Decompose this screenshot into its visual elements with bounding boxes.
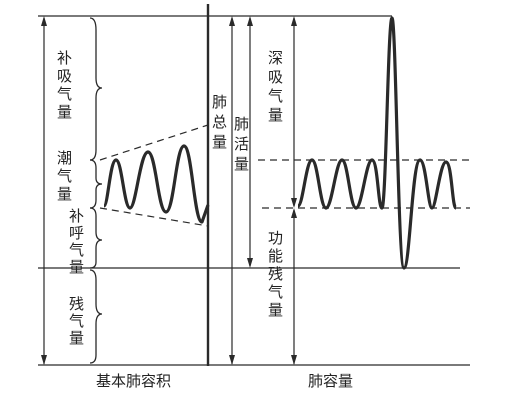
brace-inspiratory-reserve — [89, 17, 103, 161]
left-envelope-upper — [99, 124, 209, 161]
right-breathing-waveform — [296, 16, 458, 270]
left-total-arrow-head-bottom — [41, 355, 47, 365]
brace-tidal — [89, 159, 103, 209]
left-total-arrow-head-top — [41, 16, 47, 26]
label-functional-residual: 功能残气量 — [266, 230, 284, 320]
label-residual: 残气量 — [67, 296, 85, 347]
brace-residual — [89, 269, 103, 364]
vital-capacity-arrow-head-bottom — [247, 258, 253, 268]
label-inspiratory-capacity: 深吸气量 — [266, 50, 284, 126]
vital-capacity-arrow-head-top — [247, 16, 253, 26]
frc-arrow-head-top — [291, 208, 297, 218]
label-tidal: 潮气量 — [55, 150, 73, 204]
total-capacity-arrow-head-bottom — [229, 355, 235, 365]
total-capacity-arrow-head-top — [229, 16, 235, 26]
label-vital-capacity: 肺活量 — [232, 116, 250, 176]
inspiratory-capacity-arrow-head-bottom — [291, 198, 297, 208]
left-envelope-lower — [99, 207, 209, 227]
left-breathing-waveform — [102, 144, 210, 224]
label-lung-capacities: 肺容量 — [308, 372, 353, 390]
label-inspiratory-reserve: 补吸气量 — [55, 50, 73, 122]
label-expiratory-reserve: 补呼气量 — [67, 208, 85, 276]
inspiratory-capacity-arrow-head-top — [291, 16, 297, 26]
frc-arrow-head-bottom — [291, 355, 297, 365]
brace-expiratory-reserve — [89, 207, 103, 269]
label-total-capacity: 肺总量 — [210, 94, 228, 154]
label-basic-volumes: 基本肺容积 — [96, 372, 171, 390]
